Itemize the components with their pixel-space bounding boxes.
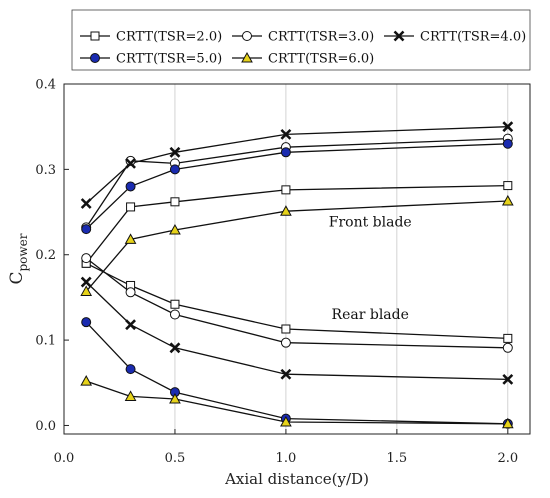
x-tick-label: 0.0 xyxy=(54,451,75,466)
x-tick-label: 0.5 xyxy=(165,451,186,466)
data-point-rear-3 xyxy=(169,342,181,354)
legend-marker xyxy=(90,31,100,41)
data-point-front-3 xyxy=(280,128,292,140)
data-point-front-5 xyxy=(80,285,93,296)
data-point-rear-2 xyxy=(280,337,291,348)
data-point-rear-1 xyxy=(281,324,291,334)
data-point-rear-1 xyxy=(503,333,513,343)
data-point-rear-2 xyxy=(81,253,92,264)
data-point-front-1 xyxy=(503,181,513,191)
data-point-front-4 xyxy=(169,164,180,175)
legend-label: CRTT(TSR=4.0) xyxy=(420,30,526,45)
y-axis-title-main: C xyxy=(7,272,27,285)
data-point-rear-5 xyxy=(124,390,137,401)
axis-ticks: 0.0 0.5 1.0 1.5 2.0 0.0 0.1 0.2 0.3 0.4 xyxy=(35,78,518,467)
data-point-front-1 xyxy=(170,197,180,207)
data-point-rear-2 xyxy=(169,309,180,320)
data-point-front-4 xyxy=(280,147,291,158)
data-point-rear-5 xyxy=(501,417,514,429)
series-line-front-5 xyxy=(85,200,508,292)
data-point-front-3 xyxy=(502,121,514,133)
data-point-front-3 xyxy=(125,157,136,169)
data-point-rear-2 xyxy=(502,342,513,353)
series-line-front-3 xyxy=(85,126,508,204)
legend-label: CRTT(TSR=2.0) xyxy=(116,30,222,45)
data-point-rear-3 xyxy=(125,319,136,331)
x-tick-label: 1.0 xyxy=(276,451,297,466)
data-point-rear-4 xyxy=(125,364,136,375)
data-point-front-1 xyxy=(281,185,291,195)
y-tick-label: 0.3 xyxy=(35,163,56,178)
data-point-rear-2 xyxy=(125,287,136,298)
data-point-rear-3 xyxy=(280,368,292,380)
legend-box xyxy=(71,9,531,71)
data-point-rear-3 xyxy=(502,373,514,385)
data-point-rear-1 xyxy=(170,299,180,309)
y-tick-label: 0.1 xyxy=(35,334,56,349)
legend-marker xyxy=(90,53,100,63)
series-markers xyxy=(80,121,514,429)
series-line-rear-5 xyxy=(85,380,508,425)
annotation-front-blade: Front blade xyxy=(329,215,412,231)
series-line-rear-4 xyxy=(85,321,508,425)
y-axis-title: Cpower xyxy=(7,233,30,284)
data-point-front-4 xyxy=(125,181,136,192)
legend-marker xyxy=(241,51,253,63)
annotations: Front blade Rear blade xyxy=(329,215,412,323)
y-tick-label: 0.2 xyxy=(35,248,56,263)
data-point-front-2 xyxy=(125,155,136,166)
legend-label: CRTT(TSR=6.0) xyxy=(268,52,374,67)
legend-marker xyxy=(242,31,252,41)
data-point-rear-3 xyxy=(80,276,92,288)
series-line-front-1 xyxy=(85,184,508,264)
legend-marker xyxy=(393,30,405,42)
x-tick-label: 1.5 xyxy=(387,451,408,466)
data-point-rear-5 xyxy=(80,375,93,386)
data-point-rear-5 xyxy=(280,416,292,427)
annotation-rear-blade: Rear blade xyxy=(332,307,409,323)
y-axis-title-sub: power xyxy=(16,233,30,271)
series-line-rear-3 xyxy=(85,281,508,381)
data-point-front-5 xyxy=(501,194,514,206)
data-point-rear-5 xyxy=(169,392,181,404)
data-point-front-4 xyxy=(502,138,513,149)
data-point-front-3 xyxy=(169,146,181,158)
legend-label: CRTT(TSR=5.0) xyxy=(116,52,222,67)
data-point-front-5 xyxy=(280,205,292,216)
y-tick-label: 0.4 xyxy=(35,78,56,93)
series-line-rear-1 xyxy=(85,262,508,340)
y-tick-label: 0.0 xyxy=(35,419,56,434)
legend: CRTT(TSR=2.0) CRTT(TSR=3.0) CRTT(TSR=4.0) C… xyxy=(71,9,531,71)
series-lines xyxy=(85,126,508,425)
data-point-front-5 xyxy=(124,233,137,244)
data-point-front-1 xyxy=(126,202,136,212)
data-point-front-3 xyxy=(80,198,92,209)
data-point-front-5 xyxy=(169,223,181,235)
plot-frame xyxy=(63,83,531,435)
x-tick-label: 2.0 xyxy=(497,451,518,466)
x-axis-title: Axial distance(y/D) xyxy=(224,470,369,488)
legend-label: CRTT(TSR=3.0) xyxy=(268,30,374,45)
data-point-front-4 xyxy=(81,224,92,235)
data-point-rear-4 xyxy=(81,317,92,328)
gridlines xyxy=(174,84,509,434)
